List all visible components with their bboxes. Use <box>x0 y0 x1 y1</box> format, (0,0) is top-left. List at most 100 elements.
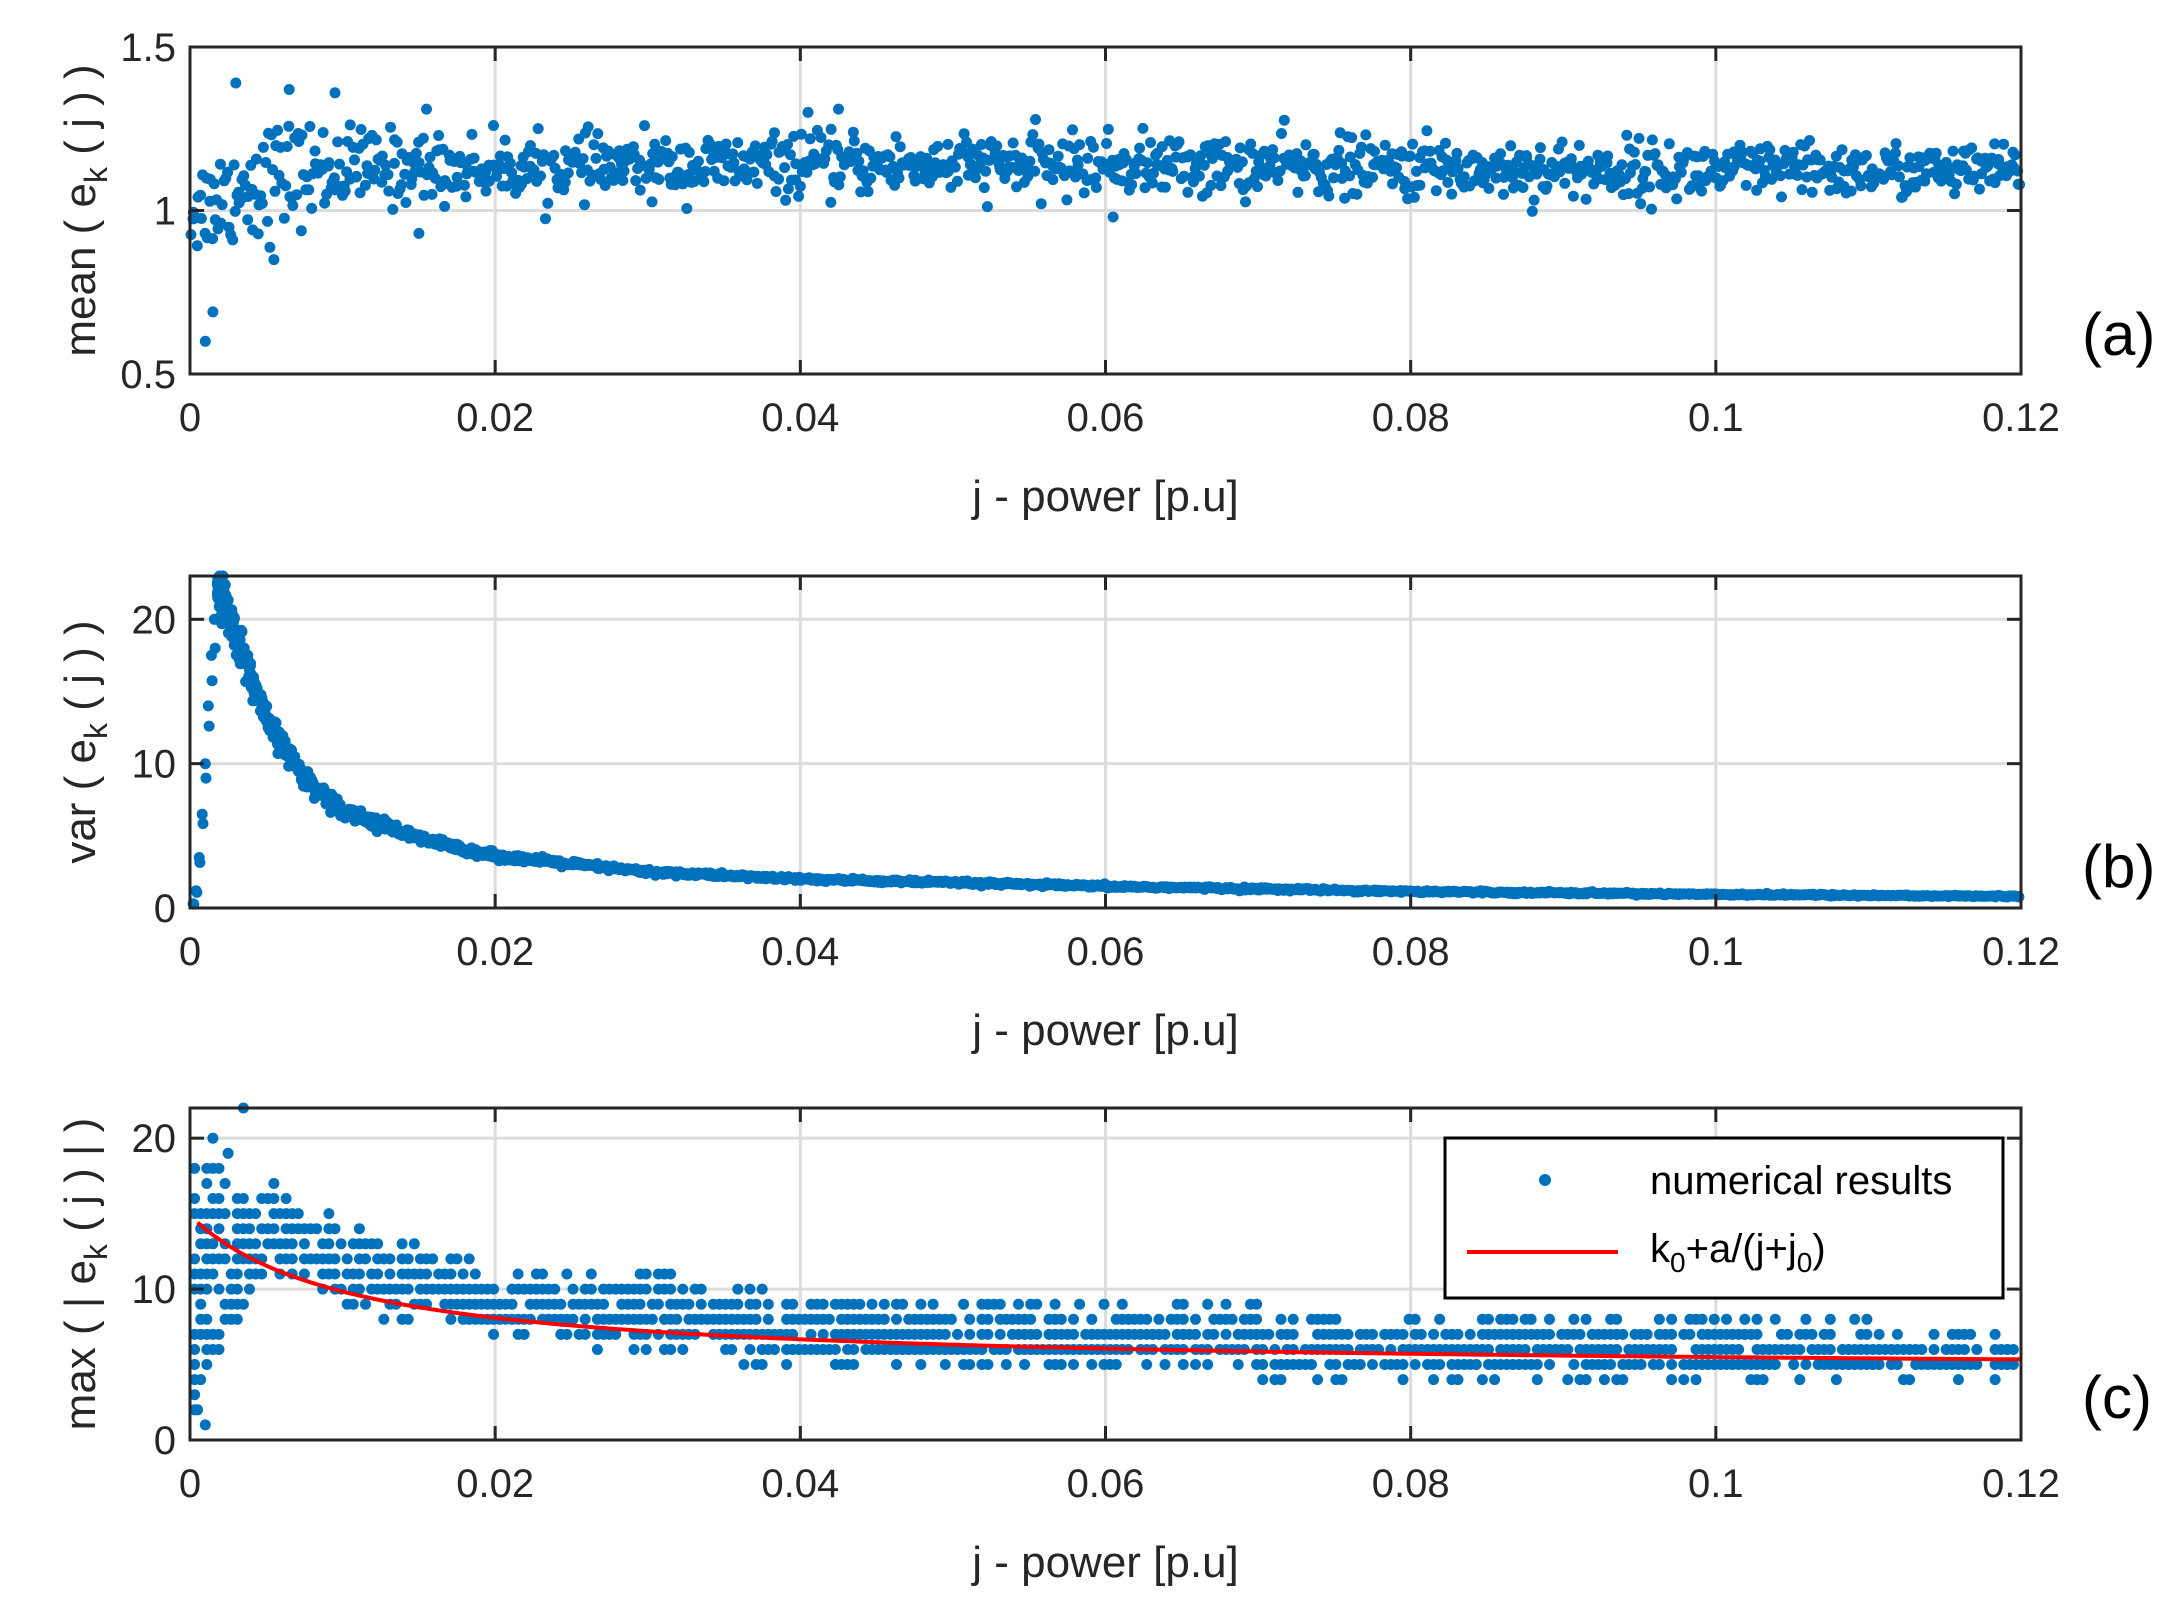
panel-c-xtick-6: 0.12 <box>1982 1462 2060 1506</box>
data-point <box>853 155 865 167</box>
data-point <box>360 1253 371 1265</box>
data-point <box>1782 1328 1793 1340</box>
data-point <box>1404 150 1416 162</box>
data-point <box>1891 1328 1903 1340</box>
data-point <box>1202 1359 1214 1370</box>
data-point <box>230 77 242 89</box>
data-point <box>1251 1313 1263 1325</box>
data-point <box>229 205 241 217</box>
panel-b: 0 0.02 0.04 0.06 0.08 0.1 0.12 0 10 20 j… <box>56 570 2155 1055</box>
data-point <box>1153 1313 1165 1325</box>
data-point <box>1605 1359 1617 1370</box>
data-point <box>1185 149 1196 161</box>
data-point <box>1574 1328 1586 1340</box>
panel-c-xtick-1: 0.02 <box>456 1462 534 1506</box>
data-point <box>1824 1344 1836 1355</box>
data-point <box>942 138 954 150</box>
data-point <box>1251 1298 1263 1310</box>
data-point <box>1989 1374 2001 1386</box>
data-point <box>1411 165 1422 177</box>
data-point <box>769 127 780 139</box>
data-point <box>1696 185 1708 197</box>
data-point <box>1916 1344 1928 1355</box>
data-point <box>272 124 283 136</box>
data-point <box>216 199 228 211</box>
data-point <box>460 191 472 203</box>
data-point <box>1544 1328 1555 1340</box>
data-point <box>1049 1298 1061 1310</box>
data-point <box>640 172 652 184</box>
data-point <box>980 165 992 177</box>
data-point <box>1232 1359 1244 1370</box>
data-point <box>780 194 792 206</box>
data-point <box>1483 1344 1494 1355</box>
data-point <box>1855 180 1867 192</box>
data-point <box>192 1404 204 1416</box>
data-point <box>200 772 212 784</box>
data-point <box>1333 144 1345 156</box>
data-point <box>1565 153 1577 165</box>
data-point <box>1257 1359 1269 1370</box>
data-point <box>439 200 451 212</box>
data-point <box>264 241 276 253</box>
data-point <box>347 1298 359 1310</box>
data-point <box>524 140 536 152</box>
data-point <box>639 120 650 132</box>
data-point <box>1663 138 1675 150</box>
data-point <box>1195 150 1207 162</box>
data-point <box>1751 1313 1763 1325</box>
data-point <box>1796 184 1808 196</box>
data-point <box>369 164 381 176</box>
data-point <box>353 1283 365 1295</box>
data-point <box>1414 179 1426 191</box>
data-point <box>1082 152 1094 164</box>
panel-b-ticks <box>188 576 2023 910</box>
data-point <box>222 1147 234 1159</box>
data-point <box>1156 141 1168 153</box>
data-point <box>195 1374 207 1386</box>
data-point <box>215 217 227 229</box>
panel-c-xtick-4: 0.08 <box>1372 1462 1450 1506</box>
panel-a-xtick-5: 0.1 <box>1688 396 1744 440</box>
legend-fit-k: k <box>1650 1227 1671 1271</box>
data-point <box>1205 179 1217 191</box>
data-point <box>1860 150 1872 161</box>
data-point <box>1806 1328 1818 1340</box>
data-point <box>384 1253 396 1265</box>
data-point <box>1959 1344 1970 1355</box>
data-point <box>278 212 290 224</box>
data-point <box>208 178 220 190</box>
data-point <box>1878 173 1889 185</box>
panel-a-xlabel: j - power [p.u] <box>970 472 1239 521</box>
data-point <box>1379 139 1391 151</box>
data-point <box>304 121 316 132</box>
data-point <box>1342 1328 1354 1340</box>
panel-b-xtick-0: 0 <box>179 930 201 974</box>
data-point <box>332 136 344 148</box>
data-point <box>1257 1374 1269 1386</box>
data-point <box>1116 1298 1128 1310</box>
data-point <box>488 120 499 131</box>
data-point <box>915 1298 927 1310</box>
data-point <box>237 1193 249 1204</box>
data-point <box>214 158 226 170</box>
data-point <box>1470 1359 1482 1370</box>
data-point <box>1666 1328 1678 1340</box>
data-point <box>567 1313 579 1325</box>
data-point <box>1159 1328 1171 1340</box>
data-point <box>952 1328 963 1340</box>
data-point <box>1950 178 1962 190</box>
panel-c-xtick-0: 0 <box>179 1462 201 1506</box>
data-point <box>1137 122 1149 134</box>
data-point <box>1440 137 1451 149</box>
data-point <box>1145 137 1156 148</box>
panel-b-ylabel-pre: var ( e <box>56 739 105 864</box>
data-point <box>1891 1359 1903 1370</box>
data-point <box>1292 186 1304 198</box>
data-point <box>1721 1313 1732 1325</box>
panel-b-xtick-6: 0.12 <box>1982 930 2060 974</box>
panel-b-xtick-5: 0.1 <box>1688 930 1744 974</box>
data-point <box>1544 1313 1555 1325</box>
data-point <box>413 157 425 169</box>
data-point <box>1068 1313 1079 1325</box>
